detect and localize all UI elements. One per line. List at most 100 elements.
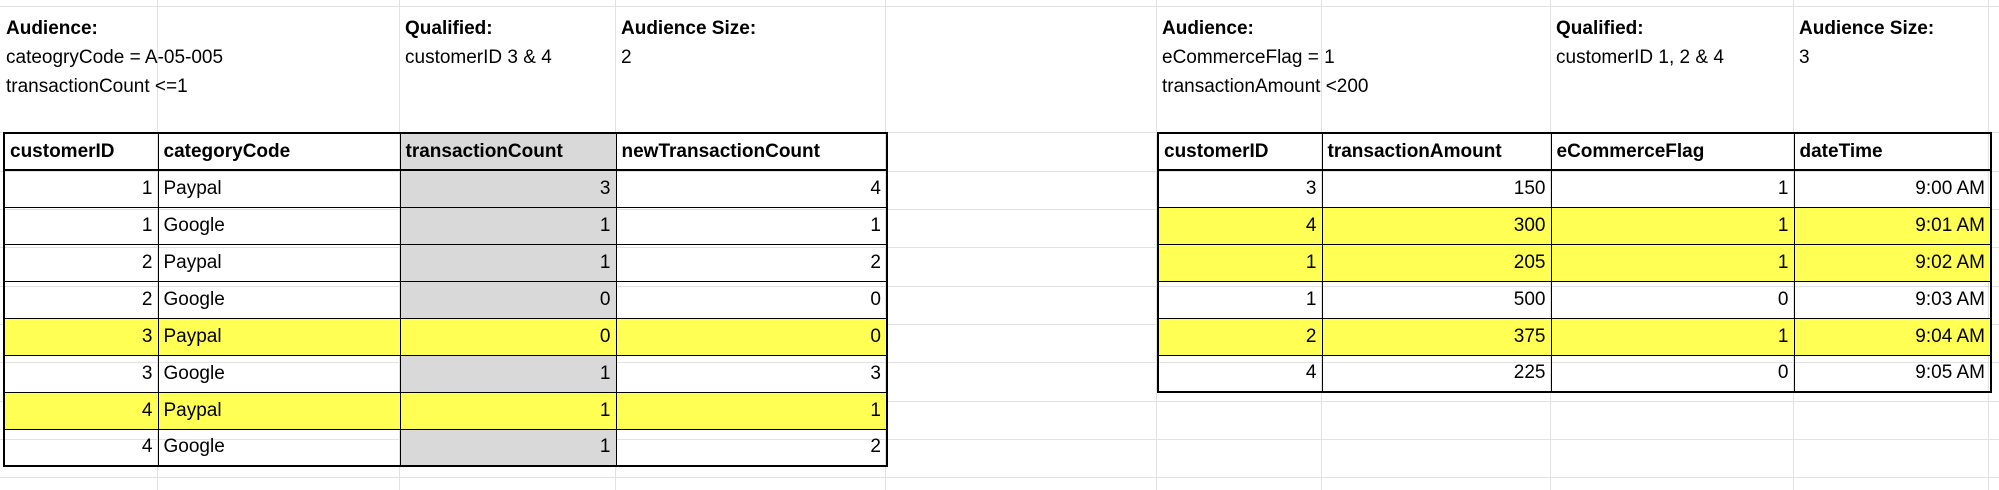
table-row: 4 225 0 9:05 AM <box>1157 354 1992 393</box>
left-audience-cell[interactable]: Audience: cateogryCode = A-05-005 transa… <box>0 6 399 132</box>
audience-condition: cateogryCode = A-05-005 <box>6 47 224 68</box>
table-cell[interactable]: Google <box>157 354 401 393</box>
table-cell[interactable]: 2 <box>3 280 159 319</box>
table-cell[interactable]: Paypal <box>157 317 401 356</box>
table-row: 2 Paypal 1 2 <box>3 243 888 282</box>
column-header[interactable]: eCommerceFlag <box>1550 132 1795 171</box>
audience-label: Audience: <box>1162 18 1254 39</box>
table-cell[interactable]: Google <box>157 428 401 467</box>
column-header[interactable]: transactionCount <box>399 132 617 171</box>
table-cell[interactable]: 0 <box>399 317 617 356</box>
column-header[interactable]: categoryCode <box>157 132 401 171</box>
header-row: customerID categoryCode transactionCount… <box>3 132 888 171</box>
table-cell[interactable]: 1 <box>3 206 159 245</box>
column-header[interactable]: transactionAmount <box>1321 132 1552 171</box>
table-cell[interactable]: 4 <box>3 391 159 430</box>
column-header[interactable]: dateTime <box>1793 132 1992 171</box>
table-cell[interactable]: 1 <box>615 391 888 430</box>
table-cell[interactable]: 3 <box>3 354 159 393</box>
table-cell[interactable]: 1 <box>3 169 159 208</box>
table-cell[interactable]: 3 <box>1157 169 1323 208</box>
table-cell[interactable]: 9:05 AM <box>1793 354 1992 393</box>
table-cell[interactable]: 9:01 AM <box>1793 206 1992 245</box>
table-cell[interactable]: 1 <box>1550 317 1795 356</box>
table-cell[interactable]: 2 <box>615 243 888 282</box>
table-row: 4 Google 1 2 <box>3 428 888 467</box>
table-cell[interactable]: 4 <box>615 169 888 208</box>
table-cell[interactable]: Paypal <box>157 169 401 208</box>
qualified-value: customerID 1, 2 & 4 <box>1556 47 1724 68</box>
table-cell[interactable]: 3 <box>399 169 617 208</box>
table-cell[interactable]: 225 <box>1321 354 1552 393</box>
left-qualified-cell[interactable]: Qualified: customerID 3 & 4 <box>399 6 615 132</box>
table-cell[interactable]: 9:04 AM <box>1793 317 1992 356</box>
qualified-label: Qualified: <box>405 18 493 39</box>
table-cell[interactable]: 0 <box>615 317 888 356</box>
table-cell[interactable]: 300 <box>1321 206 1552 245</box>
right-size-cell[interactable]: Audience Size: 3 <box>1793 6 1993 132</box>
right-qualified-cell[interactable]: Qualified: customerID 1, 2 & 4 <box>1550 6 1793 132</box>
table-cell[interactable]: 375 <box>1321 317 1552 356</box>
table-cell[interactable]: 0 <box>615 280 888 319</box>
table-cell[interactable]: 2 <box>1157 317 1323 356</box>
audience-size-value: 2 <box>621 47 632 68</box>
table-cell[interactable]: 1 <box>1157 243 1323 282</box>
table-cell[interactable]: 4 <box>3 428 159 467</box>
column-header[interactable]: customerID <box>1157 132 1323 171</box>
table-row: 4 Paypal 1 1 <box>3 391 888 430</box>
table-cell[interactable]: 1 <box>1157 280 1323 319</box>
table-row: 3 Google 1 3 <box>3 354 888 393</box>
table-cell[interactable]: 0 <box>1550 354 1795 393</box>
table-cell[interactable]: 9:03 AM <box>1793 280 1992 319</box>
table-cell[interactable]: 0 <box>399 280 617 319</box>
header-row: customerID transactionAmount eCommerceFl… <box>1157 132 1992 171</box>
table-cell[interactable]: 500 <box>1321 280 1552 319</box>
audience-size-label: Audience Size: <box>621 18 757 39</box>
table-cell[interactable]: 4 <box>1157 206 1323 245</box>
table-cell[interactable]: 205 <box>1321 243 1552 282</box>
table-cell[interactable]: Google <box>157 206 401 245</box>
table-cell[interactable]: 3 <box>3 317 159 356</box>
table-row: 3 Paypal 0 0 <box>3 317 888 356</box>
table-row: 4 300 1 9:01 AM <box>1157 206 1992 245</box>
table-cell[interactable]: Paypal <box>157 391 401 430</box>
column-header[interactable]: customerID <box>3 132 159 171</box>
left-data-table: customerID categoryCode transactionCount… <box>3 132 888 467</box>
audience-size-value: 3 <box>1799 47 1810 68</box>
table-cell[interactable]: 2 <box>3 243 159 282</box>
left-size-cell[interactable]: Audience Size: 2 <box>615 6 885 132</box>
table-row: 3 150 1 9:00 AM <box>1157 169 1992 208</box>
audience-size-label: Audience Size: <box>1799 18 1935 39</box>
qualified-label: Qualified: <box>1556 18 1644 39</box>
table-row: 1 Paypal 3 4 <box>3 169 888 208</box>
table-cell[interactable]: 1 <box>399 428 617 467</box>
audience-condition: transactionCount <=1 <box>6 76 188 97</box>
audience-condition: transactionAmount <200 <box>1162 76 1369 97</box>
table-cell[interactable]: 1 <box>399 206 617 245</box>
table-cell[interactable]: 1 <box>399 391 617 430</box>
table-cell[interactable]: 3 <box>615 354 888 393</box>
table-cell[interactable]: 1 <box>1550 206 1795 245</box>
table-cell[interactable]: Google <box>157 280 401 319</box>
table-cell[interactable]: Paypal <box>157 243 401 282</box>
table-cell[interactable]: 1 <box>399 354 617 393</box>
audience-condition: eCommerceFlag = 1 <box>1162 47 1335 68</box>
audience-label: Audience: <box>6 18 98 39</box>
table-cell[interactable]: 9:00 AM <box>1793 169 1992 208</box>
table-cell[interactable]: 9:02 AM <box>1793 243 1992 282</box>
table-cell[interactable]: 1 <box>1550 243 1795 282</box>
table-cell[interactable]: 1 <box>1550 169 1795 208</box>
qualified-value: customerID 3 & 4 <box>405 47 552 68</box>
table-cell[interactable]: 2 <box>615 428 888 467</box>
table-row: 1 500 0 9:03 AM <box>1157 280 1992 319</box>
right-audience-cell[interactable]: Audience: eCommerceFlag = 1 transactionA… <box>1156 6 1550 132</box>
table-cell[interactable]: 1 <box>399 243 617 282</box>
right-data-table: customerID transactionAmount eCommerceFl… <box>1157 132 1992 393</box>
column-header[interactable]: newTransactionCount <box>615 132 888 171</box>
table-row: 2 375 1 9:04 AM <box>1157 317 1992 356</box>
table-cell[interactable]: 1 <box>615 206 888 245</box>
table-cell[interactable]: 0 <box>1550 280 1795 319</box>
table-cell[interactable]: 4 <box>1157 354 1323 393</box>
table-row: 1 205 1 9:02 AM <box>1157 243 1992 282</box>
table-cell[interactable]: 150 <box>1321 169 1552 208</box>
